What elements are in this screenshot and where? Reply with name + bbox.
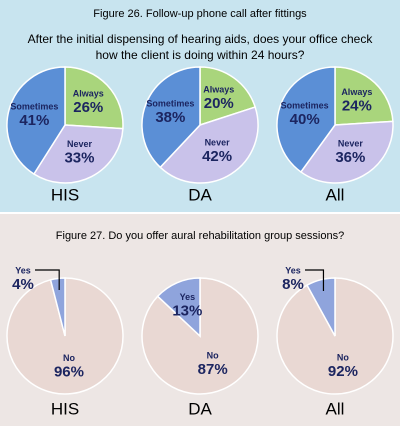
panel-label: DA [188,399,212,418]
panel-label: HIS [51,399,79,418]
slice-value: 8% [282,276,304,293]
slice-value: 42% [202,148,232,165]
panel-label: All [326,399,345,418]
slice-name: Sometimes [146,99,194,109]
slice-value: 26% [73,99,103,116]
slice-value: 20% [204,95,234,112]
leader-line [35,269,60,290]
pie-slice [141,66,201,169]
slice-value: 36% [335,149,365,166]
slice-value: 24% [342,98,372,115]
slice-name: Never [205,137,231,147]
slice-name: Sometimes [281,101,329,111]
slice-name: No [63,353,75,363]
slice-value: 13% [172,303,202,320]
slice-name: No [207,351,219,361]
slice-value: 87% [198,361,228,378]
slice-name: Yes [15,265,31,275]
slice-name: Yes [285,265,301,275]
panel-label: DA [188,185,212,204]
pie-slice [299,120,394,184]
pie-slice [306,277,336,337]
figure-question: After the initial dispensing of hearing … [28,32,374,46]
pie-slice [199,66,257,127]
pie-slice [156,277,201,338]
slice-name: Always [203,85,234,95]
figure-title: Figure 26. Follow-up phone call after fi… [93,8,307,20]
slice-value: 40% [290,111,320,128]
slice-name: Never [338,138,364,148]
slice-name: Never [67,139,93,149]
slice-value: 92% [328,363,358,380]
pie-slice [64,66,124,130]
panel-label: HIS [51,185,79,204]
panel-label: All [326,185,345,204]
pie-slice [159,106,259,184]
figure-question: how the client is doing within 24 hours? [96,48,305,62]
slice-name: Always [73,89,104,99]
slice-name: No [337,352,349,362]
slice-value: 38% [155,109,185,126]
slice-value: 41% [19,112,49,129]
slice-name: Sometimes [10,101,58,111]
slice-value: 33% [64,149,94,166]
slice-value: 4% [12,276,34,293]
pie-slice [49,277,66,337]
leader-line [305,269,325,292]
pie-slice [6,66,66,176]
pie-slice [276,66,336,173]
pie-slice [334,66,394,126]
slice-value: 96% [54,364,84,381]
slice-name: Always [341,87,372,97]
slice-name: Yes [180,292,196,302]
figure-title: Figure 27. Do you offer aural rehabilita… [56,230,344,242]
